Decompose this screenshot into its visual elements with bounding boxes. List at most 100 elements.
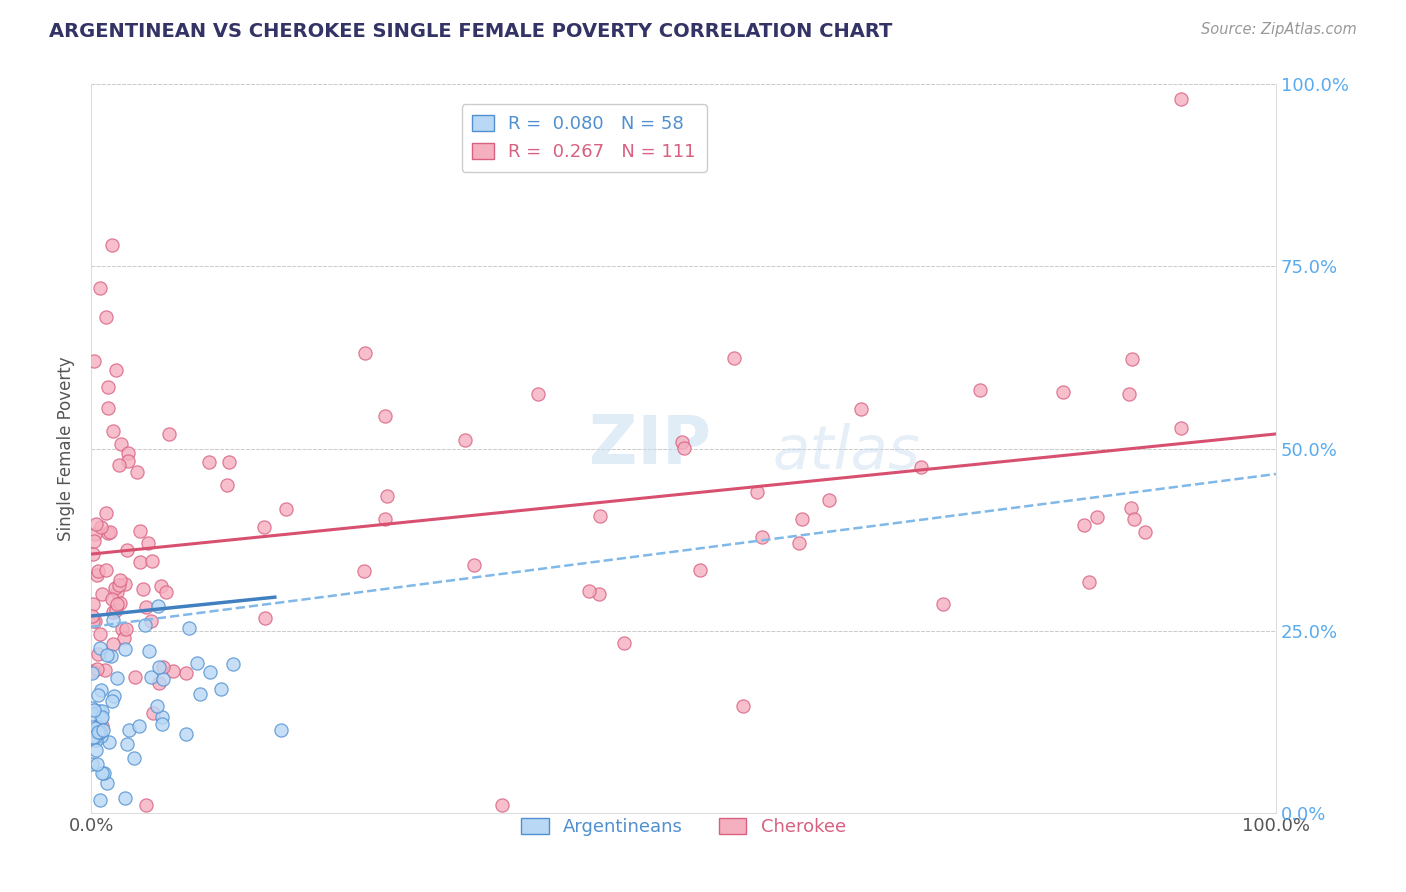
Point — [103, 689, 125, 703]
Point — [148, 675, 170, 690]
Point — [152, 660, 174, 674]
Point — [82, 614, 104, 628]
Point — [148, 659, 170, 673]
Text: atlas: atlas — [772, 423, 921, 482]
Point — [162, 664, 184, 678]
Point — [86, 567, 108, 582]
Point — [139, 614, 162, 628]
Point — [93, 766, 115, 780]
Point — [374, 512, 396, 526]
Point — [115, 737, 138, 751]
Point — [91, 705, 114, 719]
Point — [177, 621, 200, 635]
Point — [932, 597, 955, 611]
Y-axis label: Single Female Poverty: Single Female Poverty — [58, 356, 75, 541]
Point — [354, 345, 377, 359]
Point — [82, 706, 104, 721]
Point — [254, 610, 277, 624]
Point — [152, 672, 174, 686]
Point — [89, 281, 111, 295]
Point — [150, 709, 173, 723]
Point — [84, 742, 107, 756]
Point — [135, 798, 157, 813]
Point — [91, 766, 114, 780]
Point — [176, 665, 198, 680]
Point — [118, 723, 141, 738]
Point — [101, 237, 124, 252]
Point — [128, 555, 150, 569]
Point — [747, 485, 769, 500]
Point — [1133, 524, 1156, 539]
Point — [751, 530, 773, 544]
Point — [89, 793, 111, 807]
Point — [97, 526, 120, 541]
Point — [82, 730, 104, 744]
Point — [141, 671, 163, 685]
Point — [188, 687, 211, 701]
Point — [91, 719, 114, 733]
Point — [101, 614, 124, 628]
Point — [115, 542, 138, 557]
Point — [270, 723, 292, 737]
Point — [98, 524, 121, 539]
Point — [82, 597, 104, 611]
Point — [135, 600, 157, 615]
Point — [1052, 385, 1074, 400]
Point — [1118, 387, 1140, 401]
Point — [689, 563, 711, 577]
Point — [122, 751, 145, 765]
Point — [218, 455, 240, 469]
Point — [89, 626, 111, 640]
Point — [82, 701, 104, 715]
Point — [146, 698, 169, 713]
Point — [124, 670, 146, 684]
Point — [174, 727, 197, 741]
Point — [84, 723, 107, 737]
Point — [209, 681, 232, 696]
Point — [97, 401, 120, 416]
Point — [1085, 510, 1108, 524]
Point — [90, 520, 112, 534]
Point — [83, 703, 105, 717]
Point — [731, 698, 754, 713]
Point — [672, 441, 695, 455]
Point — [222, 657, 245, 672]
Point — [117, 454, 139, 468]
Text: Source: ZipAtlas.com: Source: ZipAtlas.com — [1201, 22, 1357, 37]
Point — [491, 798, 513, 813]
Point — [787, 536, 810, 550]
Point — [101, 693, 124, 707]
Point — [107, 597, 129, 611]
Point — [114, 791, 136, 805]
Point — [132, 582, 155, 596]
Point — [141, 554, 163, 568]
Point — [127, 466, 149, 480]
Point — [114, 642, 136, 657]
Point — [86, 756, 108, 771]
Point — [1078, 574, 1101, 589]
Point — [96, 310, 118, 325]
Point — [101, 424, 124, 438]
Point — [87, 648, 110, 662]
Point — [82, 664, 104, 678]
Point — [526, 387, 548, 401]
Point — [108, 578, 131, 592]
Point — [110, 596, 132, 610]
Point — [86, 688, 108, 702]
Point — [90, 710, 112, 724]
Point — [87, 724, 110, 739]
Point — [101, 637, 124, 651]
Point — [90, 711, 112, 725]
Point — [103, 605, 125, 619]
Point — [150, 717, 173, 731]
Point — [374, 409, 396, 424]
Point — [86, 662, 108, 676]
Point — [134, 618, 156, 632]
Point — [150, 578, 173, 592]
Point — [128, 718, 150, 732]
Point — [90, 683, 112, 698]
Point — [110, 436, 132, 450]
Point — [97, 380, 120, 394]
Point — [91, 723, 114, 737]
Point — [155, 585, 177, 599]
